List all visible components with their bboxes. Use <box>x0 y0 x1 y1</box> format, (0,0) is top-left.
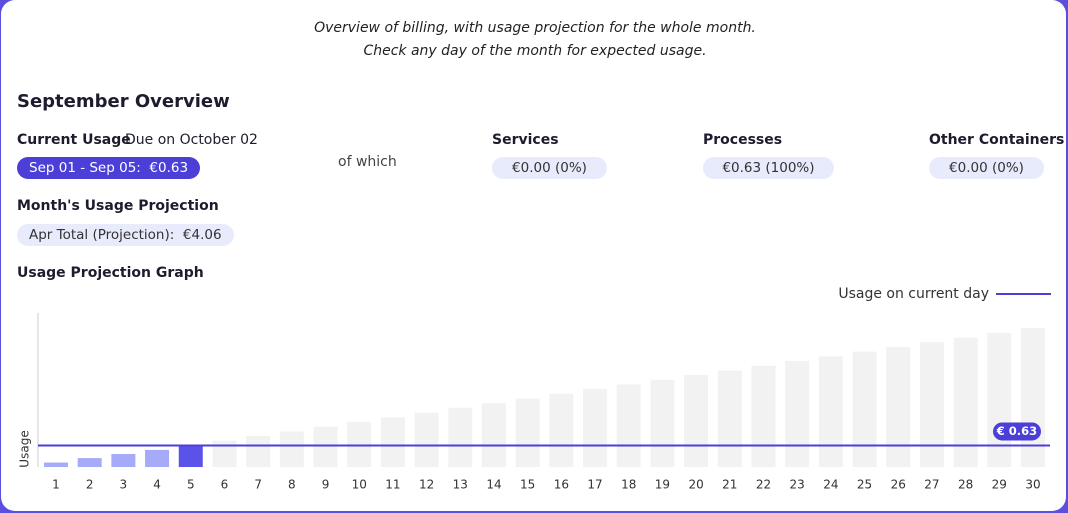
x-tick-label: 20 <box>688 478 703 492</box>
x-tick-label: 30 <box>1025 478 1040 492</box>
projection-label: Month's Usage Projection <box>17 198 219 214</box>
x-tick-label: 11 <box>385 478 400 492</box>
x-tick-label: 24 <box>823 478 838 492</box>
bar <box>751 365 776 467</box>
x-tick-label: 9 <box>322 478 330 492</box>
bar <box>717 370 742 467</box>
bar <box>44 462 68 467</box>
breakdown-label: Processes <box>703 132 783 148</box>
x-tick-label: 19 <box>655 478 670 492</box>
reference-value-label: € 0.63 <box>996 424 1037 438</box>
bar <box>515 398 540 467</box>
current-usage-label: Current Usage <box>17 132 131 148</box>
breakdown-pill: €0.00 (0%) <box>492 157 607 179</box>
x-tick-label: 18 <box>621 478 636 492</box>
bar <box>987 332 1012 467</box>
projection-pill: Apr Total (Projection): €4.06 <box>17 224 234 246</box>
x-tick-label: 8 <box>288 478 296 492</box>
bar <box>145 449 170 467</box>
x-tick-label: 21 <box>722 478 737 492</box>
chart: 1 2 3 4 5 6 7 8 9 10 11 12 13 14 15 16 17 18 19 20 21 22 23 24 2… <box>18 286 1051 492</box>
x-tick-label: 10 <box>352 478 367 492</box>
breakdown-pill: €0.00 (0%) <box>929 157 1044 179</box>
x-tick-label: 23 <box>790 478 805 492</box>
x-tick-label: 25 <box>857 478 872 492</box>
x-tick-label: 27 <box>924 478 939 492</box>
bar <box>347 421 372 467</box>
bar <box>852 351 877 467</box>
x-tick-label: 16 <box>554 478 569 492</box>
bar <box>583 388 608 467</box>
bar <box>178 445 203 467</box>
bar <box>380 417 405 467</box>
x-tick-label: 1 <box>52 478 60 492</box>
bar <box>313 426 338 467</box>
x-tick-label: 7 <box>254 478 262 492</box>
current-usage-pill: Sep 01 - Sep 05: €0.63 <box>17 157 201 179</box>
bar <box>414 412 439 467</box>
x-tick-label: 28 <box>958 478 973 492</box>
bar <box>246 435 271 467</box>
bar <box>1021 328 1045 467</box>
x-tick-label: 22 <box>756 478 771 492</box>
header-line: Overview of billing, with usage projecti… <box>314 20 756 36</box>
legend-label: Usage on current day <box>838 286 989 302</box>
breakdown-pill: €0.63 (100%) <box>703 157 834 179</box>
bar <box>953 337 978 467</box>
bar <box>549 393 574 467</box>
bar <box>919 342 944 467</box>
bar <box>279 431 304 467</box>
x-tick-label: 13 <box>453 478 468 492</box>
breakdown-label: Other Containers <box>929 132 1065 148</box>
x-tick-label: 2 <box>86 478 94 492</box>
due-date: Due on October 02 <box>125 132 258 148</box>
reference-badge <box>993 422 1041 441</box>
x-tick-label: 5 <box>187 478 195 492</box>
x-tick-label: 4 <box>153 478 161 492</box>
bar <box>684 374 709 467</box>
of-which: of which <box>338 154 397 170</box>
x-tick-label: 3 <box>120 478 128 492</box>
header-line: Check any day of the month for expected … <box>363 43 707 59</box>
bar <box>616 384 641 467</box>
bar <box>448 407 473 467</box>
bar <box>111 453 136 467</box>
bar <box>481 403 506 467</box>
x-tick-label: 6 <box>221 478 229 492</box>
bar <box>785 360 810 467</box>
x-tick-label: 15 <box>520 478 535 492</box>
breakdown-label: Services <box>492 132 559 148</box>
overview-title: September Overview <box>17 91 230 112</box>
x-tick-label: 17 <box>587 478 602 492</box>
bar <box>886 346 911 467</box>
bar <box>818 356 843 467</box>
bar <box>77 458 102 467</box>
y-axis-label: Usage <box>18 430 32 467</box>
bar <box>650 379 675 467</box>
x-tick-label: 29 <box>992 478 1007 492</box>
x-tick-label: 12 <box>419 478 434 492</box>
x-tick-label: 14 <box>486 478 501 492</box>
x-tick-label: 26 <box>891 478 906 492</box>
graph-title: Usage Projection Graph <box>17 265 204 281</box>
